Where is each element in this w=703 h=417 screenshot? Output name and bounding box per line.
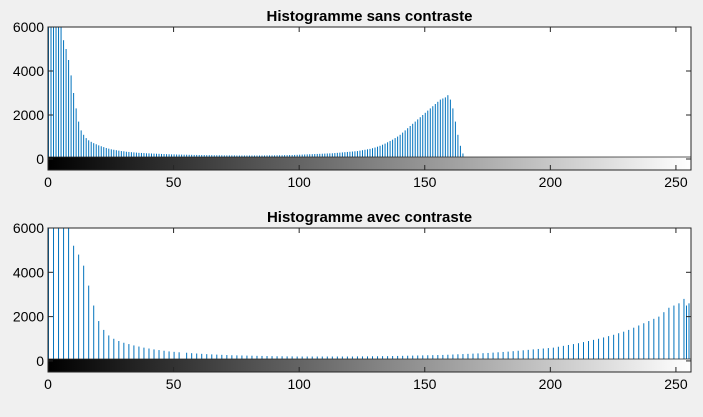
x-tick-label: 50: [166, 174, 182, 190]
x-tick-label: 250: [664, 174, 688, 190]
y-tick-label: 4000: [13, 63, 44, 79]
chart-title: Histogramme sans contraste: [267, 8, 473, 25]
y-tick-label: 2000: [13, 107, 44, 123]
histogram-sans-contraste: Histogramme sans contraste 0 50 100 150 200 2…: [13, 8, 692, 190]
x-tick-label: 0: [44, 174, 52, 190]
x-tick-label: 100: [287, 174, 311, 190]
axes-frame: [47, 227, 692, 373]
y-tick-label: 6000: [13, 220, 44, 236]
axes-background: [48, 228, 691, 372]
axes-frame: [47, 26, 692, 171]
grayscale-colorbar: [48, 157, 691, 170]
x-tick-label: 100: [287, 376, 311, 392]
x-tick-label: 200: [539, 376, 563, 392]
y-tick-label: 0: [36, 353, 44, 369]
y-tick-label: 4000: [13, 264, 44, 280]
chart-title: Histogramme avec contraste: [267, 209, 472, 226]
x-tick-label: 0: [44, 376, 52, 392]
x-tick-label: 200: [539, 174, 563, 190]
axes-background: [48, 27, 691, 170]
x-tick-label: 250: [664, 376, 688, 392]
grayscale-colorbar: [48, 359, 691, 372]
histogram-avec-contraste: Histogramme avec contraste 0 50 100 150 200 2…: [13, 209, 692, 392]
x-tick-label: 150: [413, 174, 437, 190]
y-tick-label: 2000: [13, 309, 44, 325]
y-tick-label: 0: [36, 151, 44, 167]
x-tick-label: 150: [413, 376, 437, 392]
x-tick-label: 50: [166, 376, 182, 392]
y-tick-label: 6000: [13, 19, 44, 35]
